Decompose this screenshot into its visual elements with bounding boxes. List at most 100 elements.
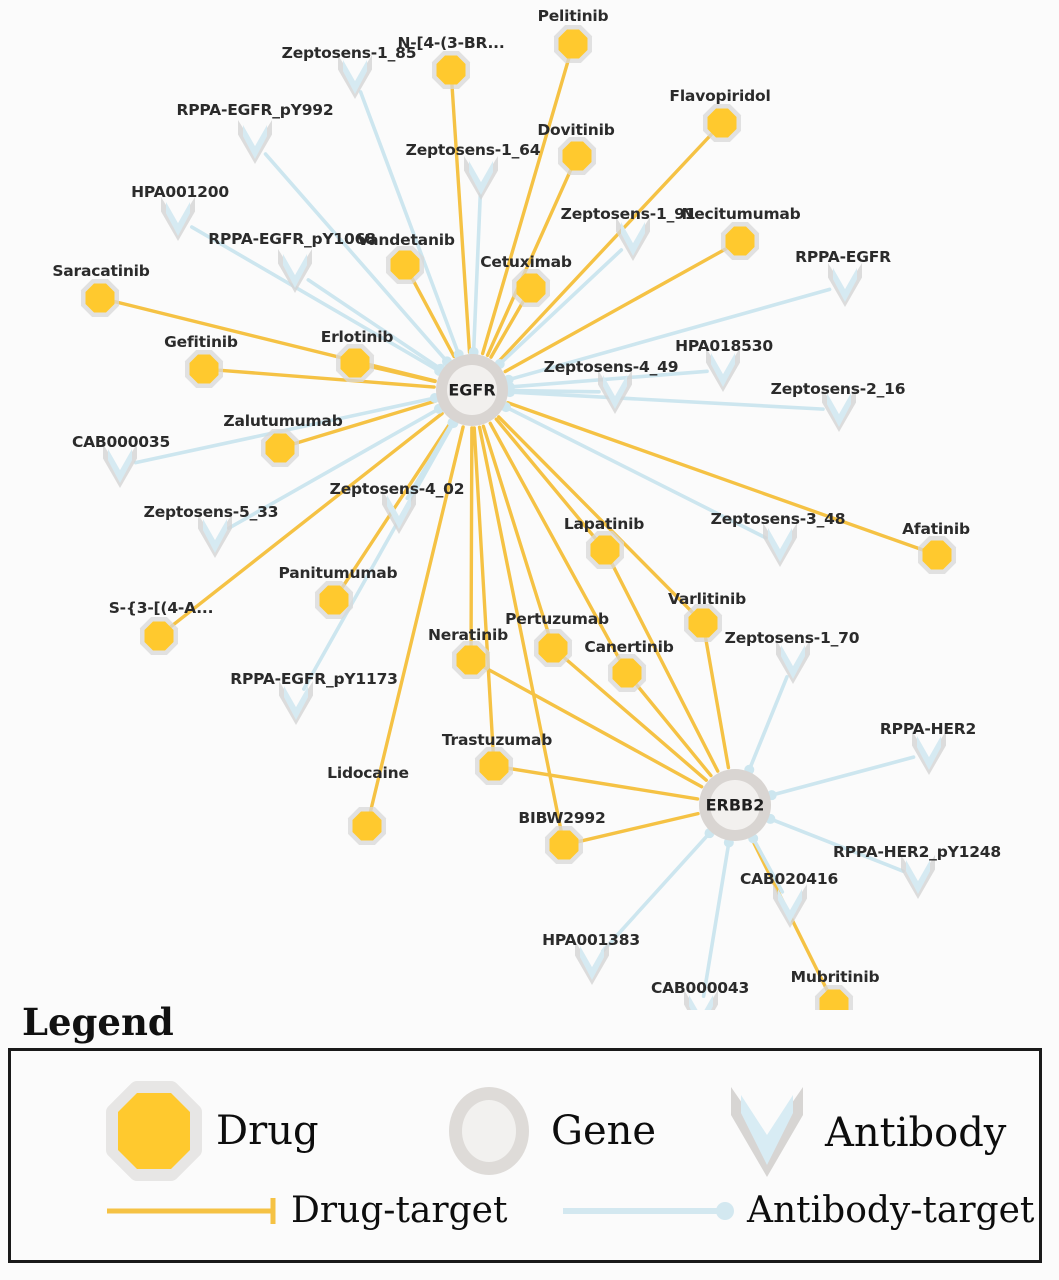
drug-target-edge[interactable] xyxy=(506,401,927,553)
legend-label-drug-target: Drug-target xyxy=(291,1190,508,1231)
drug-node[interactable] xyxy=(436,55,466,85)
antibody-target-edge[interactable] xyxy=(769,755,916,797)
antibody-node[interactable] xyxy=(387,495,411,529)
drug-target-edge[interactable] xyxy=(339,420,453,591)
drug-node[interactable] xyxy=(479,751,509,781)
drug-node[interactable] xyxy=(352,811,382,841)
drug-node[interactable] xyxy=(558,29,588,59)
drug-target-edge[interactable] xyxy=(494,417,599,542)
antibody-node[interactable] xyxy=(284,686,308,720)
antibody-node[interactable] xyxy=(917,736,941,770)
drug-node[interactable] xyxy=(340,348,370,378)
drug-target-edge[interactable] xyxy=(450,81,472,354)
gene-node-label: EGFR xyxy=(448,380,496,400)
drug-target-edge[interactable] xyxy=(469,426,474,649)
antibody-node[interactable] xyxy=(203,519,227,553)
antibody-node[interactable] xyxy=(711,353,735,387)
drug-target-edge[interactable] xyxy=(497,415,696,616)
drug-node[interactable] xyxy=(144,621,174,651)
drug-node[interactable] xyxy=(562,141,592,171)
drug-target-edge[interactable] xyxy=(365,364,437,384)
drug-target-edge[interactable] xyxy=(368,425,465,816)
drug-target-edge[interactable] xyxy=(561,654,708,782)
drug-node[interactable] xyxy=(189,354,219,384)
drug-target-edge[interactable] xyxy=(505,766,700,801)
drug-node[interactable] xyxy=(85,283,115,313)
drug-node[interactable] xyxy=(819,989,849,1011)
antibody-target-edge[interactable] xyxy=(306,278,443,371)
drug-target-edge[interactable] xyxy=(633,681,713,778)
antibody-target-edge[interactable] xyxy=(497,248,624,366)
drug-target-edge[interactable] xyxy=(215,368,436,389)
antibody-node[interactable] xyxy=(778,889,802,923)
edges-layer xyxy=(110,54,927,999)
antibody-node[interactable] xyxy=(243,125,267,159)
gene-node-inner xyxy=(447,365,497,415)
antibody-target-edge-icon xyxy=(563,1202,734,1220)
antibody-target-edge[interactable] xyxy=(747,675,789,772)
antibody-node[interactable] xyxy=(781,645,805,679)
drug-target-edge[interactable] xyxy=(481,424,551,638)
drug-target-edge[interactable] xyxy=(489,297,527,359)
antibody-target-edge[interactable] xyxy=(508,369,709,389)
antibody-node[interactable] xyxy=(580,946,604,980)
antibody-node[interactable] xyxy=(108,449,132,483)
antibody-node[interactable] xyxy=(768,528,792,562)
drug-target-edge[interactable] xyxy=(472,426,495,755)
antibody-node[interactable] xyxy=(621,222,645,256)
drug-node[interactable] xyxy=(688,608,718,638)
antibody-target-edge[interactable] xyxy=(508,388,601,394)
drug-target-edge[interactable] xyxy=(609,559,720,773)
antibody-node[interactable] xyxy=(343,60,367,94)
drug-node[interactable] xyxy=(590,535,620,565)
antibody-node[interactable] xyxy=(833,268,857,302)
drug-target-edge[interactable] xyxy=(290,399,438,446)
antibody-node[interactable] xyxy=(166,202,190,236)
legend: Legend Drug Gene xyxy=(0,1000,1059,1280)
drug-node[interactable] xyxy=(922,540,952,570)
antibody-node[interactable] xyxy=(603,375,627,409)
drug-target-edge-icon xyxy=(107,1198,276,1224)
antibody-node[interactable] xyxy=(283,254,307,288)
drug-target-edge[interactable] xyxy=(409,274,456,359)
network-canvas[interactable]: N-[4-(3-BR... Pelitinib Flavopiridol Doviti… xyxy=(0,0,1059,1010)
drug-node[interactable] xyxy=(390,250,420,280)
antibody-target-edge[interactable] xyxy=(600,831,712,953)
drug-target-edge[interactable] xyxy=(485,166,574,358)
drug-target-edge[interactable] xyxy=(488,421,623,664)
drug-node[interactable] xyxy=(516,273,546,303)
antibody-target-edge[interactable] xyxy=(768,817,905,873)
drug-node[interactable] xyxy=(549,830,579,860)
drug-node[interactable] xyxy=(456,645,486,675)
antibody-target-edge[interactable] xyxy=(504,405,768,540)
antibody-target-edge[interactable] xyxy=(190,225,441,373)
antibody-target-edge[interactable] xyxy=(506,287,832,382)
drug-target-edge[interactable] xyxy=(477,425,564,834)
drug-node[interactable] xyxy=(725,226,755,256)
drug-target-edge[interactable] xyxy=(480,664,704,789)
antibody-target-edge[interactable] xyxy=(701,840,731,999)
antibody-target-edge[interactable] xyxy=(302,421,456,691)
antibody-node[interactable] xyxy=(906,860,930,894)
drug-node[interactable] xyxy=(265,433,295,463)
drug-node[interactable] xyxy=(538,633,568,663)
drug-target-edge[interactable] xyxy=(496,130,715,364)
drug-target-edge[interactable] xyxy=(574,811,700,844)
drug-target-edge[interactable] xyxy=(503,245,731,374)
antibody-target-edge[interactable] xyxy=(471,192,483,354)
drug-node[interactable] xyxy=(612,658,642,688)
drug-node[interactable] xyxy=(319,585,349,615)
antibody-node[interactable] xyxy=(689,995,713,1010)
antibody-node[interactable] xyxy=(469,161,493,195)
drug-target-edge[interactable] xyxy=(480,54,572,356)
antibody-target-edge[interactable] xyxy=(751,836,785,894)
drug-node[interactable] xyxy=(707,108,737,138)
legend-item-drug-target: Drug-target xyxy=(103,1191,507,1231)
antibody-node[interactable] xyxy=(827,393,851,427)
antibody-target-edge[interactable] xyxy=(263,152,449,364)
antibody-target-edge[interactable] xyxy=(227,406,441,530)
antibody-target-edge[interactable] xyxy=(508,390,825,411)
antibody-target-edge[interactable] xyxy=(358,90,461,357)
drug-target-edge[interactable] xyxy=(167,411,444,630)
drug-target-edge[interactable] xyxy=(703,634,731,770)
